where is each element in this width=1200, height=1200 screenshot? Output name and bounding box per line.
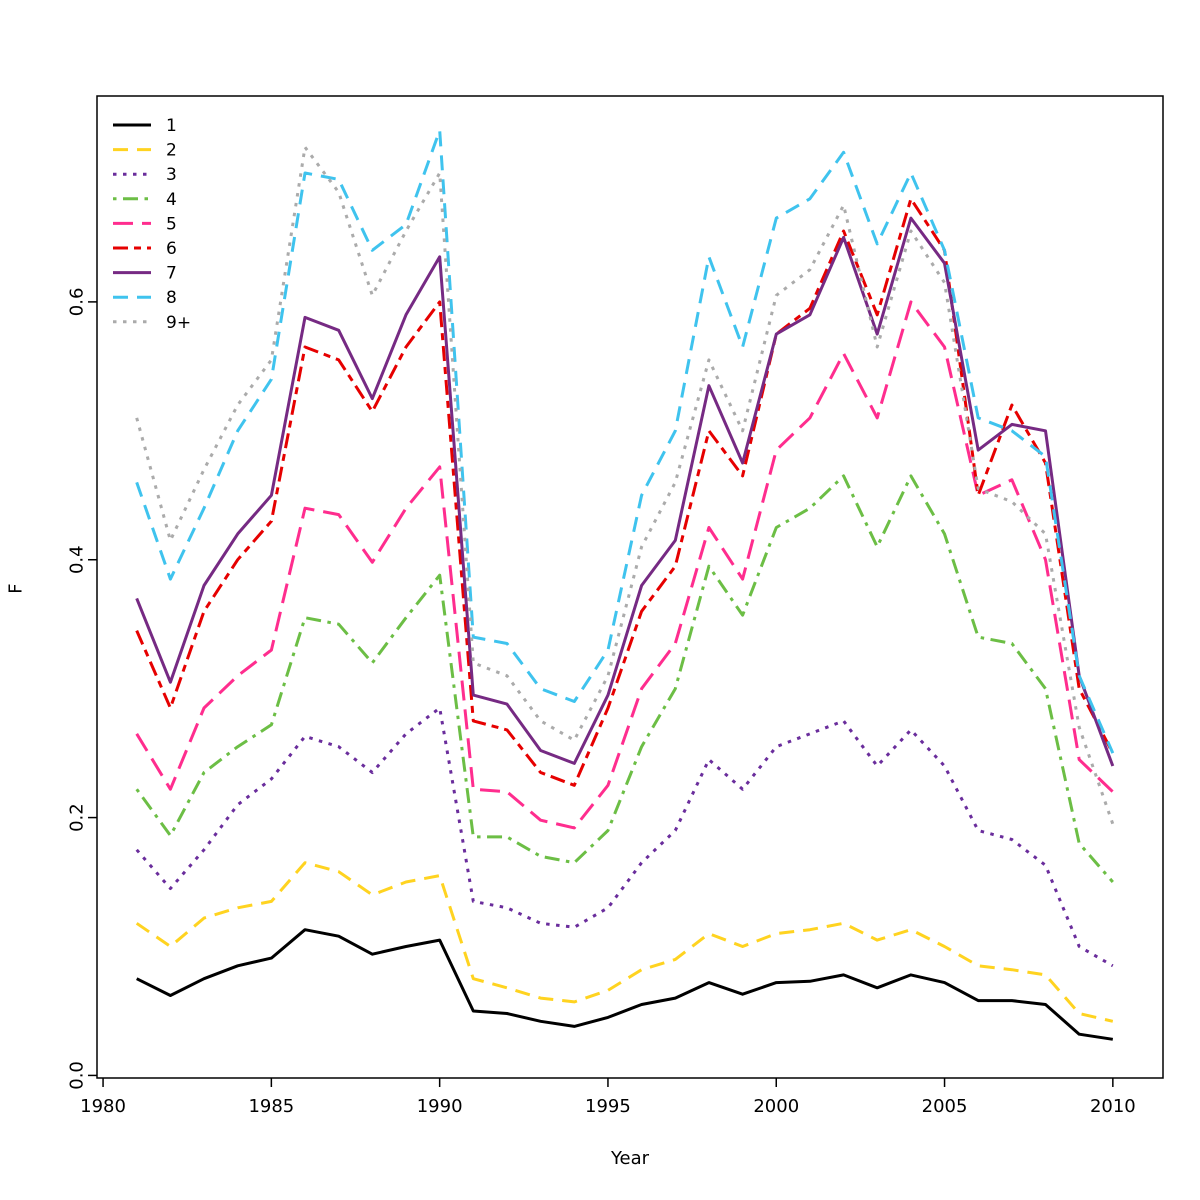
x-tick-label: 2000	[753, 1096, 799, 1117]
x-tick-label: 2005	[922, 1096, 968, 1117]
x-tick-label: 2010	[1090, 1096, 1136, 1117]
legend-label-6: 6	[166, 239, 177, 259]
series-line-8	[135, 128, 1115, 754]
y-axis-title: F	[5, 583, 27, 594]
plot-box	[96, 95, 1164, 1079]
y-tick-label: 0.0	[67, 1061, 88, 1090]
x-axis-title: Year	[610, 1148, 650, 1169]
series-line-7	[135, 216, 1115, 767]
x-tick-label: 1985	[248, 1096, 294, 1117]
y-tick-label: 0.4	[67, 545, 88, 574]
legend-label-7: 7	[166, 264, 177, 284]
y-tick-label: 0.2	[67, 803, 88, 832]
legend-label-4: 4	[166, 190, 177, 210]
series-line-9+	[135, 145, 1115, 825]
legend-label-2: 2	[166, 141, 177, 161]
y-tick-label: 0.6	[67, 288, 88, 317]
series-line-1	[136, 928, 1114, 1041]
x-tick-label: 1995	[585, 1096, 631, 1117]
legend-label-1: 1	[166, 116, 177, 136]
legend-label-5: 5	[166, 214, 177, 234]
x-tick-label: 1990	[417, 1096, 463, 1117]
series-line-2	[135, 861, 1114, 1023]
legend-label-9+: 9+	[166, 313, 191, 333]
legend-label-3: 3	[166, 165, 177, 185]
series-line-6	[135, 197, 1115, 787]
series-line-5	[135, 300, 1114, 830]
legend-label-8: 8	[166, 288, 177, 308]
series-line-4	[135, 474, 1114, 883]
x-tick-label: 1980	[80, 1096, 126, 1117]
series-line-3	[135, 706, 1114, 968]
